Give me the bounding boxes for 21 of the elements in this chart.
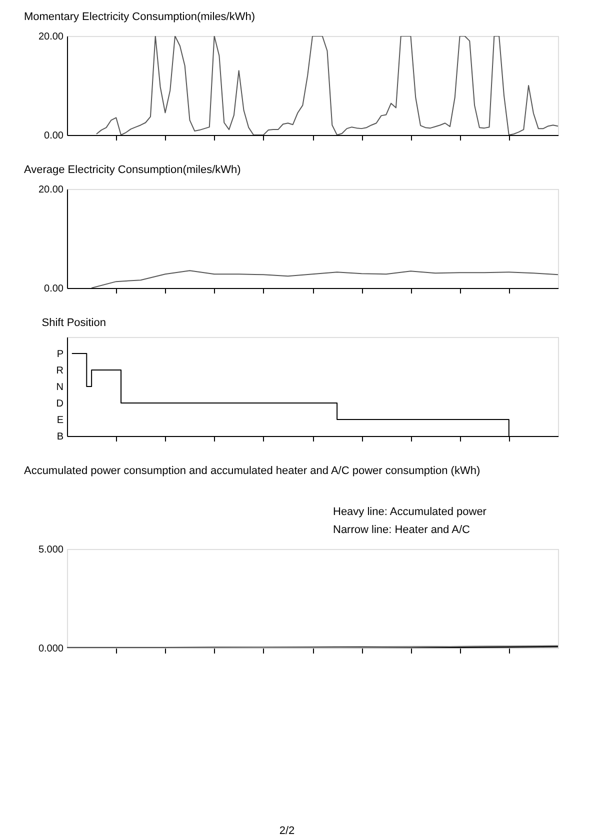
category-label: R [56, 366, 64, 376]
category-label: E [56, 415, 64, 426]
y-tick-label: 20.00 [38, 32, 64, 42]
text: Narrow line: Heater and A/C [333, 524, 470, 536]
category-label: D [56, 398, 64, 410]
category-label: N [56, 382, 64, 393]
category-label: P [56, 349, 64, 360]
text: 2/2 [279, 825, 295, 837]
text: Heavy line: Accumulated power [333, 506, 487, 518]
chart-title: Accumulated power consumption and accumulated heater and A/C power consumption (kWh) [24, 465, 480, 477]
y-tick-label: 0.00 [44, 130, 64, 142]
y-tick-label: 0.00 [44, 284, 64, 294]
y-tick-label: 20.00 [38, 184, 64, 196]
category-label: B [56, 432, 64, 442]
line-series [96, 36, 558, 135]
chart-title: Shift Position [42, 317, 106, 329]
chart-title: Average Electricity Consumption(miles/kWh) [24, 164, 241, 176]
y-tick-label: 5.000 [38, 544, 64, 556]
line-series [91, 270, 558, 288]
chart-title: Momentary Electricity Consumption(miles/kWh) [24, 11, 256, 23]
y-tick-label: 0.000 [38, 644, 64, 654]
